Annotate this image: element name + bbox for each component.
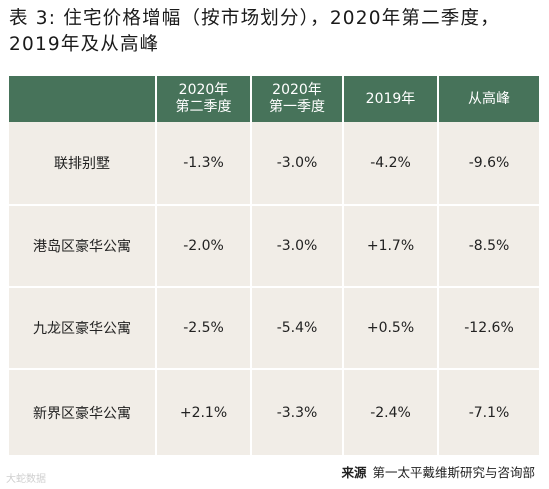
table-cell: +1.7% <box>366 238 415 254</box>
source-note: 来源 第一太平戴维斯研究与咨询部 <box>341 462 535 481</box>
row-divider <box>9 368 539 370</box>
table-cell: -2.5% <box>183 320 224 336</box>
row-label-hk-island: 港岛区豪华公寓 <box>33 239 131 255</box>
header-2020-q1: 2020年 第一季度 <box>252 76 342 122</box>
row-divider <box>9 204 539 206</box>
table-cell: -3.0% <box>276 238 318 254</box>
table-cell: -7.1% <box>468 404 510 421</box>
table-cell: -3.0% <box>276 155 318 171</box>
column-divider <box>437 76 439 455</box>
column-divider <box>250 76 252 455</box>
table-cell: -4.2% <box>370 155 411 171</box>
table-cell: -2.0% <box>183 238 224 254</box>
table-title: 表 3: 住宅价格增幅（按市场划分），2020年第二季度，2019年及从高峰 <box>9 8 500 55</box>
table-cell: -5.4% <box>276 320 318 336</box>
table-cell: -8.5% <box>468 238 510 254</box>
table-cell: +2.1% <box>179 404 228 421</box>
table-cell: +0.5% <box>366 320 415 336</box>
source-label: 来源 <box>341 465 367 480</box>
price-change-table: 2020年 第二季度 2020年 第一季度 2019年 从高峰 联排别墅 -1.… <box>9 76 539 455</box>
row-label-kowloon: 九龙区豪华公寓 <box>33 321 131 337</box>
row-label-townhouse: 联排别墅 <box>54 156 110 172</box>
table-cell: -3.3% <box>276 404 318 421</box>
row-label-new-territories: 新界区豪华公寓 <box>33 405 131 422</box>
table-cell: -12.6% <box>464 320 514 336</box>
table-cell: -2.4% <box>370 404 411 421</box>
column-divider <box>155 76 157 455</box>
watermark: 大蛇数据 <box>6 474 46 485</box>
source-text: 第一太平戴维斯研究与咨询部 <box>372 465 535 480</box>
header-2020-q2: 2020年 第二季度 <box>157 76 250 122</box>
header-2019: 2019年 <box>344 76 437 122</box>
header-empty-cell <box>9 76 155 122</box>
table-cell: -1.3% <box>183 155 224 171</box>
header-from-peak: 从高峰 <box>439 76 539 122</box>
column-divider <box>342 76 344 455</box>
row-divider <box>9 286 539 288</box>
table-cell: -9.6% <box>468 155 510 171</box>
